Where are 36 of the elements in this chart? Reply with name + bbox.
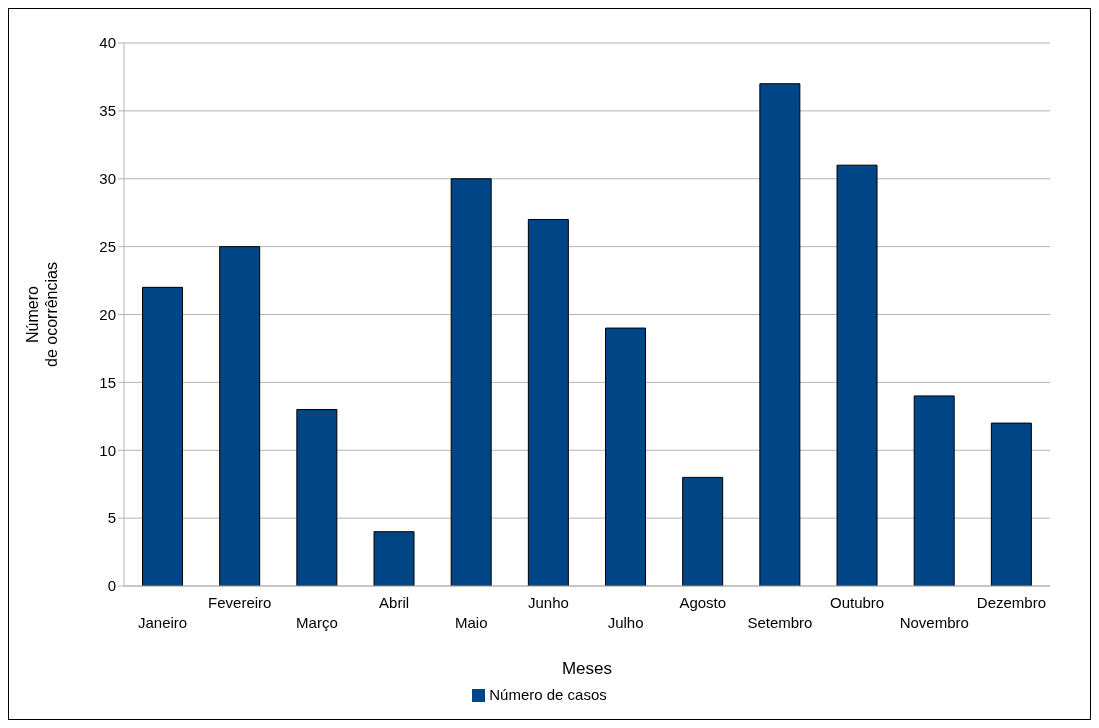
y-tick-label: 20 bbox=[99, 305, 116, 323]
x-tick-label: Junho bbox=[527, 594, 569, 611]
bar bbox=[373, 531, 415, 586]
x-tick-label: Abril bbox=[379, 594, 410, 611]
x-axis-title: Meses bbox=[561, 659, 613, 678]
bar bbox=[759, 83, 801, 586]
bar bbox=[836, 164, 878, 586]
x-tick-label: Março bbox=[296, 614, 338, 631]
x-tick-label: Janeiro bbox=[137, 614, 188, 631]
x-tick-label: Novembro bbox=[899, 614, 969, 631]
y-tick-label: 35 bbox=[99, 102, 116, 120]
x-tick-label: Dezembro bbox=[976, 594, 1047, 611]
bar bbox=[450, 178, 492, 586]
bar bbox=[682, 476, 724, 586]
bar bbox=[913, 395, 955, 586]
x-tick-label: Fevereiro bbox=[208, 594, 272, 611]
y-axis-title: Número de ocorrências bbox=[24, 262, 60, 367]
bar bbox=[605, 327, 647, 586]
legend-label: Número de casos bbox=[489, 686, 607, 703]
x-tick-label: Setembro bbox=[747, 614, 813, 631]
y-tick-label: 30 bbox=[99, 170, 116, 188]
bar bbox=[296, 409, 338, 586]
y-tick-label: 40 bbox=[99, 34, 116, 52]
x-tick-label: Agosto bbox=[679, 594, 727, 611]
y-tick-label: 10 bbox=[99, 441, 116, 459]
bar bbox=[142, 286, 184, 586]
y-tick-label: 25 bbox=[99, 237, 116, 255]
y-tick-label: 5 bbox=[107, 509, 116, 527]
y-tick-label: 15 bbox=[99, 373, 116, 391]
x-tick-label: Maio bbox=[454, 614, 488, 631]
x-tick-label: Outubro bbox=[829, 594, 885, 611]
bar bbox=[990, 422, 1032, 586]
y-tick-label: 0 bbox=[107, 577, 116, 595]
bar bbox=[219, 246, 261, 586]
x-tick-label: Julho bbox=[607, 614, 644, 631]
bar bbox=[527, 218, 569, 586]
